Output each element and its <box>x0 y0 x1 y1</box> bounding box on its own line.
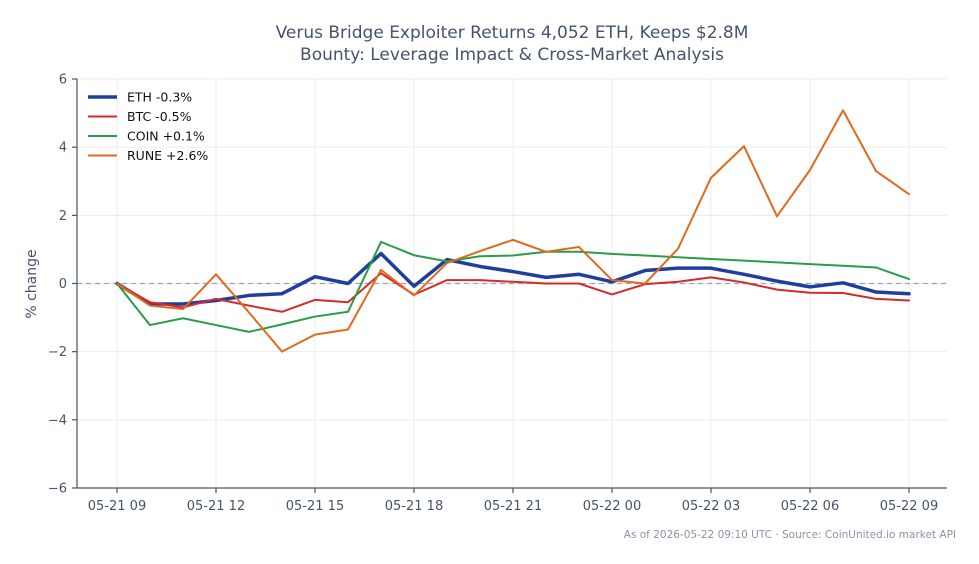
x-tick-label-4: 05-21 21 <box>484 499 542 514</box>
legend-label-0: ETH -0.3% <box>127 90 192 105</box>
footer-source-note: As of 2026-05-22 09:10 UTC · Source: Coi… <box>624 529 956 541</box>
x-tick-label-2: 05-21 15 <box>286 499 344 514</box>
x-tick-label-5: 05-22 00 <box>583 499 641 514</box>
series-lines <box>115 109 911 353</box>
x-tick-label-8: 05-22 09 <box>880 499 938 514</box>
y-tick-label-0: −6 <box>48 482 67 497</box>
series-line-1 <box>116 272 910 313</box>
x-tick-label-7: 05-22 06 <box>781 499 839 514</box>
series-line-3 <box>116 109 910 353</box>
legend-label-1: BTC -0.5% <box>127 109 192 124</box>
series-line-2 <box>116 240 910 333</box>
y-tick-label-3: 0 <box>59 277 67 292</box>
legend-label-2: COIN +0.1% <box>127 129 205 144</box>
x-tick-label-3: 05-21 18 <box>385 499 443 514</box>
legend-label-3: RUNE +2.6% <box>127 148 208 163</box>
x-tick-label-1: 05-21 12 <box>187 499 245 514</box>
x-tick-labels: 05-21 09 05-21 12 05-21 15 05-21 18 05-21 21… <box>88 499 938 514</box>
y-tick-label-6: 6 <box>59 73 67 88</box>
x-tick-label-6: 05-22 03 <box>682 499 740 514</box>
y-tick-labels: −6 −4 −2 0 2 4 6 <box>48 73 67 497</box>
y-tick-label-2: −2 <box>48 345 67 360</box>
x-tick-label-0: 05-21 09 <box>88 499 146 514</box>
chart-title-line-2: Bounty: Leverage Impact & Cross-Market A… <box>300 45 724 65</box>
y-axis-title: % change <box>24 249 40 318</box>
series-line-0 <box>115 251 911 306</box>
y-tick-label-4: 2 <box>59 209 67 224</box>
chart-title: Verus Bridge Exploiter Returns 4,052 ETH… <box>276 23 749 65</box>
axes <box>72 78 947 493</box>
legend: ETH -0.3% BTC -0.5% COIN +0.1% RUNE +2.6% <box>88 90 208 163</box>
y-tick-label-1: −4 <box>48 413 67 428</box>
y-tick-label-5: 4 <box>59 141 67 156</box>
chart-title-line-1: Verus Bridge Exploiter Returns 4,052 ETH… <box>276 23 749 43</box>
